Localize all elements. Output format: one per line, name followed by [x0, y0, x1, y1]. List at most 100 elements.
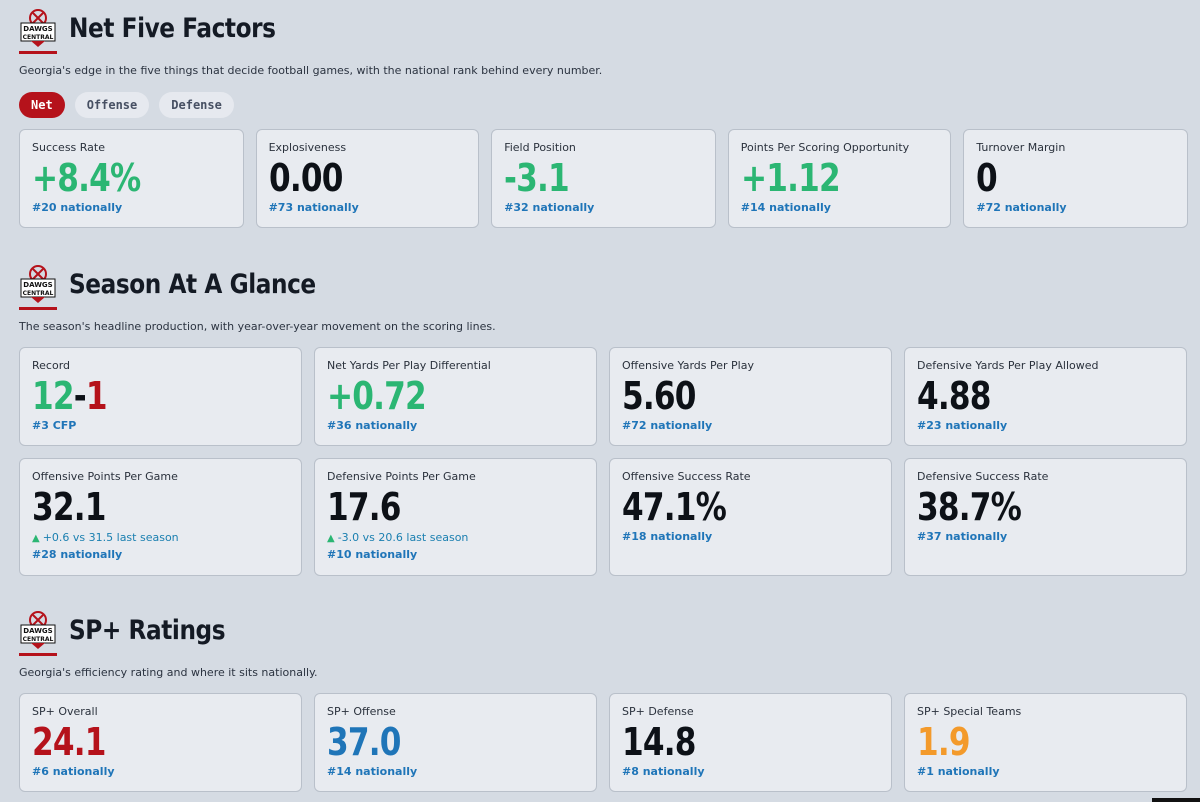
- stat-label: Offensive Success Rate: [622, 470, 751, 483]
- stat-value: 14.8: [622, 720, 696, 764]
- stat-value: +1.12: [740, 156, 841, 200]
- stat-rank: #23 nationally: [917, 419, 1008, 432]
- stat-value: +0.72: [327, 374, 427, 418]
- stat-card-record: Record 12-1 #3 CFP: [19, 347, 302, 446]
- stat-rank: #14 nationally: [327, 765, 418, 778]
- stat-rank: #3 CFP: [32, 419, 77, 432]
- stat-card-sp-offense: SP+ Offense 37.0 #14 nationally: [314, 693, 597, 792]
- stat-delta: ▲ -3.0 vs 20.6 last season: [327, 529, 584, 547]
- stat-label: SP+ Offense: [327, 705, 396, 718]
- section-underline: [19, 51, 57, 54]
- glance-row-1: Record 12-1 #3 CFP Net Yards Per Play Di…: [19, 347, 1188, 446]
- logo-line1: DAWGS: [23, 25, 52, 33]
- stat-rank: #18 nationally: [622, 530, 713, 543]
- stat-label: Defensive Yards Per Play Allowed: [917, 359, 1099, 372]
- stat-label: Points Per Scoring Opportunity: [740, 141, 910, 154]
- stat-value: -3.1: [504, 156, 570, 200]
- net-five-factors-section: DAWGS CENTRAL Net Five Factors Georgia's…: [19, 8, 1188, 228]
- glance-row-2: Offensive Points Per Game 32.1 ▲ +0.6 vs …: [19, 458, 1188, 576]
- stat-card-sp-overall: SP+ Overall 24.1 #6 nationally: [19, 693, 302, 792]
- up-triangle-icon: ▲: [32, 533, 40, 544]
- stat-value: 37.0: [327, 720, 401, 764]
- stat-card-defensive-success-rate: Defensive Success Rate 38.7% #37 nationa…: [904, 458, 1187, 576]
- stat-rank: #1 nationally: [917, 765, 1000, 778]
- stat-label: Net Yards Per Play Differential: [327, 359, 491, 372]
- section-header: DAWGS CENTRAL Net Five Factors: [19, 8, 1188, 48]
- stat-card-turnover-margin: Turnover Margin 0 #72 nationally: [963, 129, 1188, 228]
- dawgs-central-logo: DAWGS CENTRAL: [19, 8, 57, 48]
- tab-net[interactable]: Net: [19, 92, 65, 118]
- stat-value: +8.4%: [32, 156, 141, 200]
- stat-card-defensive-ypp: Defensive Yards Per Play Allowed 4.88 #2…: [904, 347, 1187, 446]
- section-header: DAWGS CENTRAL SP+ Ratings: [19, 610, 1188, 650]
- stat-label: SP+ Overall: [32, 705, 98, 718]
- sp-ratings-section: DAWGS CENTRAL SP+ Ratings Georgia's effi…: [19, 610, 1188, 792]
- stat-value: 1.9: [917, 720, 971, 764]
- stat-rank: #72 nationally: [976, 201, 1067, 214]
- record-wins: 12: [32, 374, 75, 418]
- section-subtitle: Georgia's efficiency rating and where it…: [19, 666, 318, 679]
- stat-rank: #10 nationally: [327, 548, 418, 561]
- stat-label: Explosiveness: [268, 141, 347, 154]
- stat-value: 17.6: [327, 485, 401, 529]
- stat-card-success-rate: Success Rate +8.4% #20 nationally: [19, 129, 244, 228]
- stat-card-defensive-ppg: Defensive Points Per Game 17.6 ▲ -3.0 vs …: [314, 458, 597, 576]
- section-underline: [19, 653, 57, 656]
- stat-rank: #72 nationally: [622, 419, 713, 432]
- five-factors-row: Success Rate +8.4% #20 nationally Explos…: [19, 129, 1188, 228]
- stat-rank: #73 nationally: [268, 201, 359, 214]
- stat-card-sp-special-teams: SP+ Special Teams 1.9 #1 nationally: [904, 693, 1187, 792]
- record-dash: -: [73, 374, 87, 418]
- stat-value: 24.1: [32, 720, 106, 764]
- dawgs-central-logo: DAWGS CENTRAL: [19, 610, 57, 650]
- tab-offense[interactable]: Offense: [74, 92, 150, 118]
- stat-value: 32.1: [32, 485, 106, 529]
- stat-rank: #8 nationally: [622, 765, 705, 778]
- logo-line1: DAWGS: [23, 281, 52, 289]
- section-underline: [19, 307, 57, 310]
- stat-rank: #20 nationally: [32, 201, 123, 214]
- stat-card-offensive-ppg: Offensive Points Per Game 32.1 ▲ +0.6 vs …: [19, 458, 302, 576]
- tab-defense[interactable]: Defense: [159, 92, 234, 118]
- stat-label: Offensive Yards Per Play: [622, 359, 754, 372]
- stat-card-offensive-success-rate: Offensive Success Rate 47.1% #18 nationa…: [609, 458, 892, 576]
- stat-card-offensive-ypp: Offensive Yards Per Play 5.60 #72 nation…: [609, 347, 892, 446]
- stat-card-explosiveness: Explosiveness 0.00 #73 nationally: [255, 129, 480, 228]
- stat-label: Defensive Points Per Game: [327, 470, 476, 483]
- stat-label: SP+ Special Teams: [917, 705, 1022, 718]
- stat-card-field-position: Field Position -3.1 #32 nationally: [491, 129, 716, 228]
- record-losses: 1: [85, 374, 108, 418]
- stat-value: 47.1%: [622, 485, 727, 529]
- stat-label: Record: [32, 359, 71, 372]
- logo-line2: CENTRAL: [23, 636, 54, 643]
- stat-rank: #28 nationally: [32, 548, 123, 561]
- section-header: DAWGS CENTRAL Season At A Glance: [19, 264, 1188, 304]
- stat-label: SP+ Defense: [622, 705, 694, 718]
- stat-card-net-ypp-diff: Net Yards Per Play Differential +0.72 #3…: [314, 347, 597, 446]
- stat-value: 38.7%: [917, 485, 1022, 529]
- stat-label: Defensive Success Rate: [917, 470, 1049, 483]
- corner-mark: [1152, 798, 1200, 802]
- stat-value: 0: [976, 156, 998, 200]
- up-triangle-icon: ▲: [327, 533, 335, 544]
- logo-line1: DAWGS: [23, 627, 52, 635]
- stat-card-sp-defense: SP+ Defense 14.8 #8 nationally: [609, 693, 892, 792]
- stat-rank: #37 nationally: [917, 530, 1008, 543]
- section-subtitle: Georgia's edge in the five things that d…: [19, 64, 603, 77]
- stat-label: Offensive Points Per Game: [32, 470, 178, 483]
- stat-value: 4.88: [917, 374, 991, 418]
- logo-line2: CENTRAL: [23, 34, 54, 41]
- dawgs-central-logo: DAWGS CENTRAL: [19, 264, 57, 304]
- season-at-a-glance-section: DAWGS CENTRAL Season At A Glance The sea…: [19, 264, 1188, 576]
- stat-label: Turnover Margin: [976, 141, 1066, 154]
- view-tabs: Net Offense Defense: [19, 92, 1188, 118]
- sp-row: SP+ Overall 24.1 #6 nationally SP+ Offen…: [19, 693, 1188, 792]
- stat-rank: #6 nationally: [32, 765, 115, 778]
- stat-card-points-per-scoring-opportunity: Points Per Scoring Opportunity +1.12 #14…: [727, 129, 952, 228]
- section-title: SP+ Ratings: [69, 614, 226, 646]
- stat-label: Success Rate: [32, 141, 105, 154]
- stat-rank: #14 nationally: [740, 201, 831, 214]
- stat-value: 0.00: [268, 156, 343, 200]
- section-title: Season At A Glance: [69, 268, 316, 300]
- stat-rank: #32 nationally: [504, 201, 595, 214]
